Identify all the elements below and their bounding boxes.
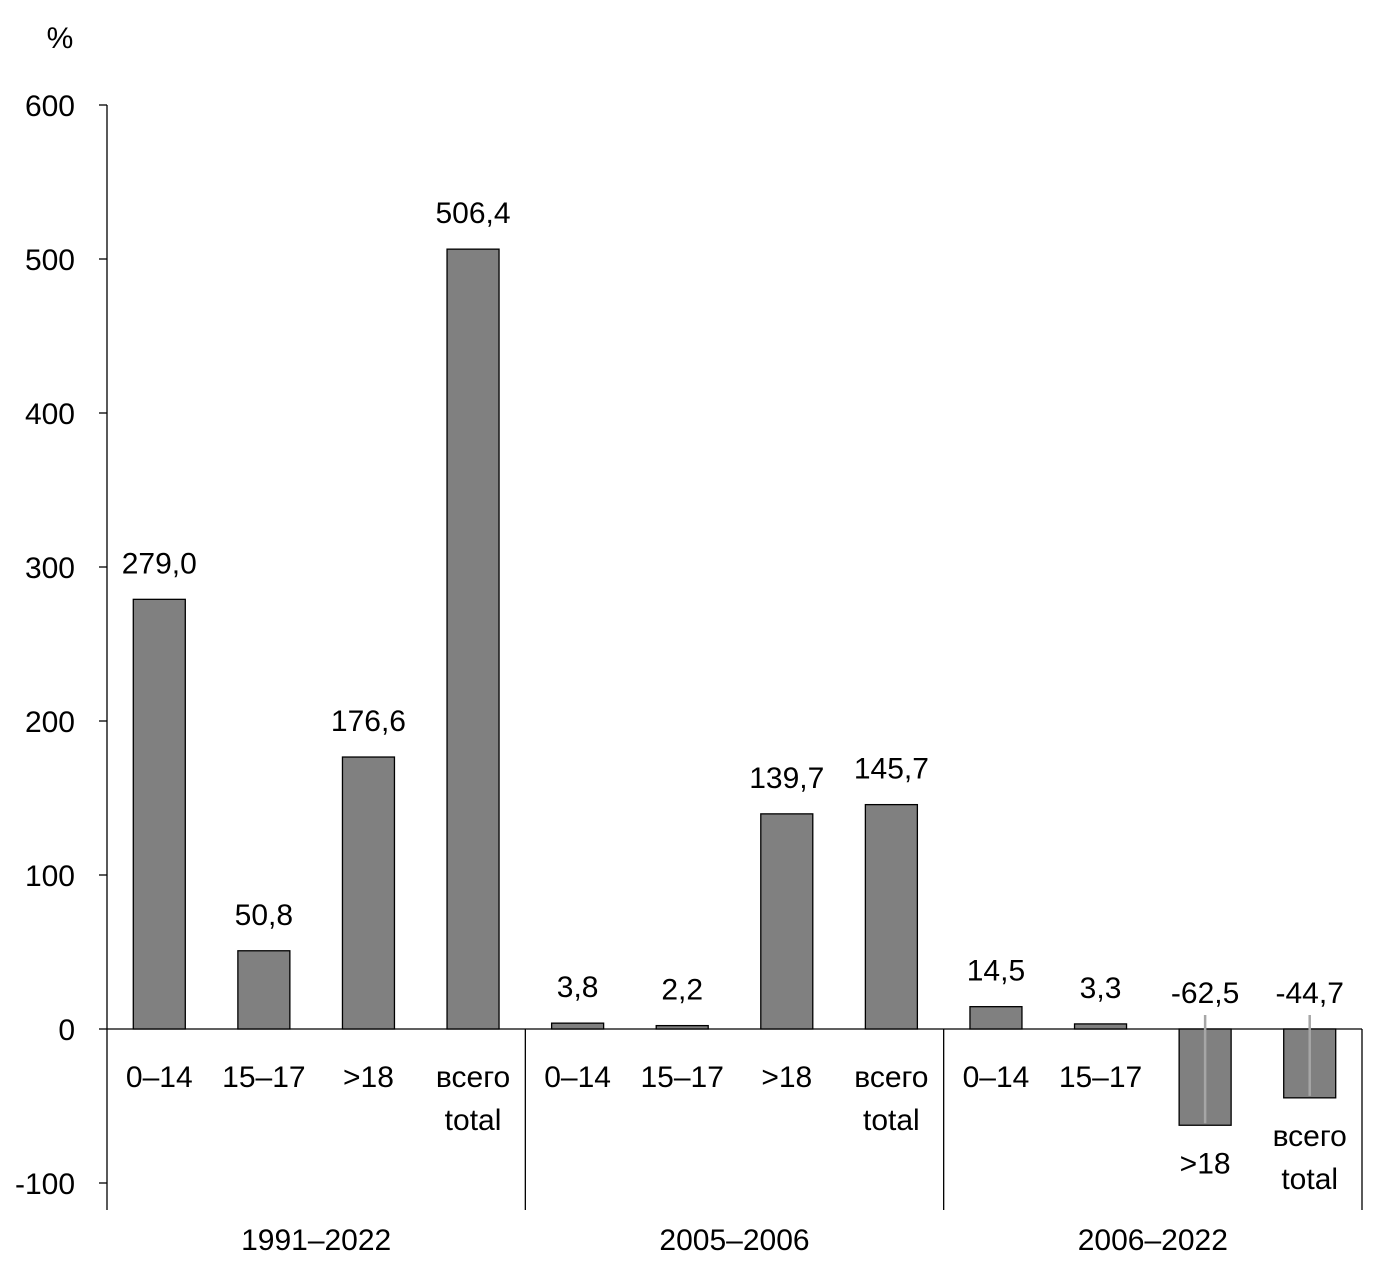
y-tick-label: -100 [15,1168,75,1201]
bars [132,248,1337,1126]
category-label: total [1281,1163,1338,1196]
category-label: всего [436,1061,510,1094]
bar [1073,1023,1128,1030]
category-label: всего [854,1061,928,1094]
category-label: total [445,1104,502,1137]
bar [864,803,919,1030]
data-label: 176,6 [331,705,406,738]
data-label: 139,7 [749,762,824,795]
bar [341,756,396,1030]
y-tick-label: 600 [25,90,75,123]
axes: -100 0 100 200 300 400 500 600 [15,90,1363,1210]
data-label: -44,7 [1276,977,1344,1010]
bar [237,950,291,1030]
bar [132,598,186,1030]
data-label: 279,0 [122,547,197,580]
category-label: 15–17 [640,1061,723,1094]
y-tick-label: 100 [25,860,75,893]
bar [969,1006,1023,1030]
bar [446,248,500,1030]
category-label: >18 [761,1061,812,1094]
category-label: 15–17 [1059,1061,1142,1094]
category-label: 0–14 [126,1061,193,1094]
category-label: 0–14 [544,1061,611,1094]
data-label: 506,4 [436,197,511,230]
y-tick-label: 500 [25,244,75,277]
group-label: 1991–2022 [241,1224,391,1257]
group-label: 2006–2022 [1078,1224,1228,1257]
data-label: -62,5 [1171,977,1239,1010]
y-tick-label: 200 [25,706,75,739]
data-label: 3,3 [1080,972,1122,1005]
y-tick-label: 0 [58,1014,75,1047]
y-tick-label: 400 [25,398,75,431]
category-label: 0–14 [963,1061,1030,1094]
bar [760,813,814,1030]
group-label: 2005–2006 [659,1224,809,1257]
category-label: total [863,1104,920,1137]
bar [655,1024,709,1030]
y-axis-unit-label: % [47,22,74,55]
data-label: 14,5 [967,955,1025,988]
y-tick-label: 300 [25,552,75,585]
bar [550,1022,605,1030]
data-label: 50,8 [235,899,293,932]
data-label: 3,8 [557,971,599,1004]
category-label: >18 [1180,1147,1231,1180]
data-label: 145,7 [854,753,929,786]
labels: 1991–2022 279,0 0–14 50,8 15–17 176,6 >18 506,4… [122,197,1347,1257]
category-label: всего [1273,1120,1347,1153]
category-label: >18 [343,1061,394,1094]
data-label: 2,2 [661,974,703,1007]
category-label: 15–17 [222,1061,305,1094]
